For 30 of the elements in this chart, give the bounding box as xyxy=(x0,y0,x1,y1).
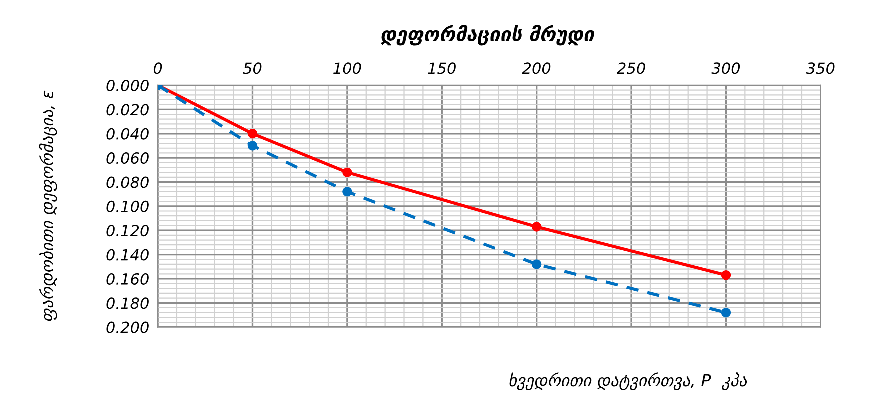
x-axis-title: ხვედრითი დატვირთვა, P კპა xyxy=(510,372,748,390)
y-tick-label: 0.160 xyxy=(106,273,149,285)
point xyxy=(532,260,542,270)
point xyxy=(342,187,352,197)
y-tick-label: 0.120 xyxy=(106,225,149,237)
y-tick-label: 0.020 xyxy=(106,104,149,116)
y-tick-label: 0.080 xyxy=(106,176,149,188)
x-tick-label: 300 xyxy=(712,62,740,74)
y-tick-label: 0.060 xyxy=(106,152,149,164)
x-tick-label: 50 xyxy=(243,62,262,74)
x-tick-label: 150 xyxy=(428,62,456,74)
point xyxy=(248,141,258,151)
y-tick-label: 0.180 xyxy=(106,298,149,310)
chart-title: დეფორმაციის მრუდი xyxy=(381,25,594,46)
x-tick-label: 100 xyxy=(334,62,362,74)
point xyxy=(248,128,258,139)
y-tick-label: 0.040 xyxy=(106,128,149,140)
x-tick-label: 250 xyxy=(617,62,646,74)
y-tick-label: 0.200 xyxy=(106,322,149,334)
x-tick-label: 200 xyxy=(522,62,551,74)
point xyxy=(721,308,732,318)
y-tick-label: 0.100 xyxy=(106,200,149,212)
point xyxy=(342,168,352,178)
point xyxy=(721,270,732,280)
y-axis-title: ფარდობითი დეფორმაცია, ε xyxy=(39,90,58,322)
y-tick-label: 0.000 xyxy=(106,80,149,92)
x-tick-label: 0 xyxy=(154,62,162,74)
point xyxy=(532,222,542,232)
x-tick-label: 350 xyxy=(806,62,835,74)
y-tick-label: 0.140 xyxy=(106,249,149,261)
